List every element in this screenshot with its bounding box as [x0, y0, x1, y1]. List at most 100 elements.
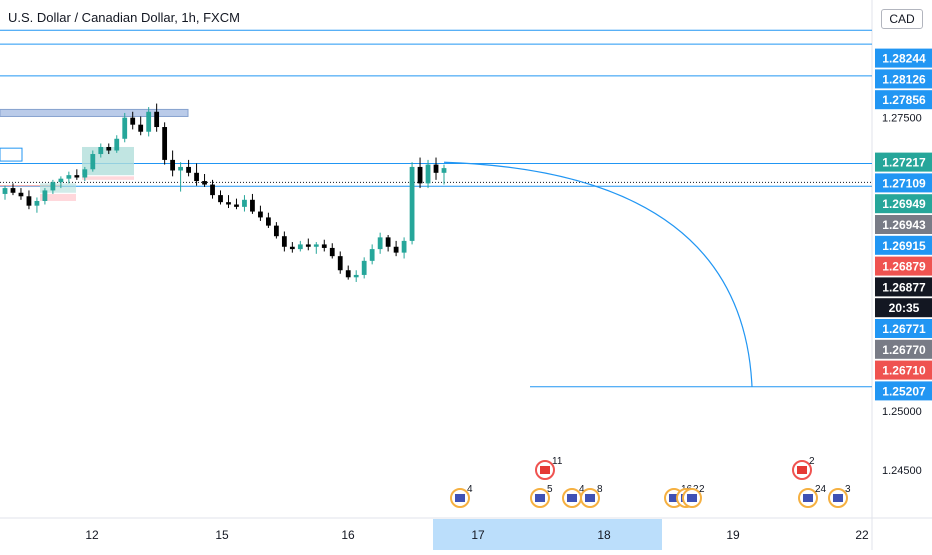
- candle-body[interactable]: [361, 260, 367, 275]
- candle-body[interactable]: [138, 124, 144, 132]
- position-stop-zone[interactable]: [82, 176, 134, 180]
- currency-button[interactable]: CAD: [881, 9, 923, 29]
- price-axis-label[interactable]: [875, 194, 932, 214]
- canada-event-icon[interactable]: 11: [535, 456, 563, 480]
- candle-body[interactable]: [313, 244, 319, 247]
- x-tick-label: 19: [726, 528, 740, 542]
- canada-event-icon[interactable]: 2: [792, 456, 815, 480]
- candle-body[interactable]: [146, 111, 152, 132]
- candle-body[interactable]: [297, 244, 303, 250]
- candle-body[interactable]: [266, 217, 271, 226]
- price-axis-label[interactable]: [875, 173, 932, 193]
- us-event-icon[interactable]: 5: [530, 484, 553, 508]
- candle-body[interactable]: [385, 237, 391, 247]
- position-stop-zone[interactable]: [40, 193, 76, 201]
- zone-box[interactable]: [0, 147, 23, 162]
- candle-body[interactable]: [74, 175, 80, 178]
- candle-body[interactable]: [226, 202, 231, 205]
- candle-body[interactable]: [10, 188, 16, 193]
- candle-body[interactable]: [162, 127, 168, 160]
- candle-body[interactable]: [401, 240, 407, 253]
- candle-body[interactable]: [433, 164, 439, 173]
- candle-body[interactable]: [50, 182, 56, 191]
- zone-box[interactable]: [0, 108, 189, 117]
- candle-body[interactable]: [18, 192, 24, 197]
- projection-curve[interactable]: [443, 161, 753, 387]
- price-axis-label[interactable]: [875, 256, 932, 276]
- event-count-label: 4: [467, 484, 473, 495]
- x-tick-label: 17: [471, 528, 485, 542]
- x-tick-label: 15: [215, 528, 229, 542]
- candle-body[interactable]: [98, 146, 104, 155]
- us-event-icon[interactable]: 24: [798, 484, 827, 508]
- candle-body[interactable]: [42, 190, 48, 201]
- us-event-icon[interactable]: 4: [450, 484, 473, 508]
- candle-body[interactable]: [321, 244, 327, 248]
- x-tick-label: 12: [85, 528, 99, 542]
- candle-body[interactable]: [218, 195, 223, 203]
- candle-body[interactable]: [90, 154, 96, 170]
- price-axis-label[interactable]: [875, 319, 932, 338]
- candle-body[interactable]: [106, 146, 112, 151]
- price-axis-label[interactable]: [875, 152, 932, 172]
- candle-body[interactable]: [34, 200, 40, 206]
- candle-body[interactable]: [258, 211, 263, 218]
- candle-body[interactable]: [425, 164, 431, 184]
- candle-body[interactable]: [130, 117, 136, 125]
- candle-body[interactable]: [114, 138, 120, 151]
- candle-body[interactable]: [441, 168, 447, 173]
- price-axis-label[interactable]: [875, 215, 932, 234]
- us-event-icon[interactable]: 2: [682, 484, 705, 508]
- price-axis-label[interactable]: [875, 69, 932, 89]
- price-axis-label[interactable]: [875, 360, 932, 380]
- candle-body[interactable]: [122, 117, 128, 139]
- us-event-icon[interactable]: 3: [828, 484, 851, 508]
- candle-body[interactable]: [58, 178, 64, 183]
- candle-body[interactable]: [82, 169, 88, 178]
- event-count-label: 24: [815, 484, 827, 495]
- candle-body[interactable]: [250, 199, 255, 212]
- candle-body[interactable]: [273, 225, 279, 237]
- price-axis-label[interactable]: [875, 277, 932, 297]
- candle-body[interactable]: [154, 111, 160, 128]
- candle-body[interactable]: [2, 188, 8, 194]
- candle-body[interactable]: [202, 181, 207, 185]
- candle-body[interactable]: [170, 159, 176, 171]
- candle-body[interactable]: [66, 175, 72, 179]
- candle-body[interactable]: [289, 246, 295, 250]
- us-event-icon[interactable]: 8: [580, 484, 603, 508]
- x-tick-label: 18: [597, 528, 611, 542]
- price-axis-label[interactable]: [875, 48, 932, 68]
- candle-body[interactable]: [337, 256, 343, 271]
- candle-body[interactable]: [417, 166, 423, 184]
- candle-body[interactable]: [377, 237, 383, 250]
- price-axis-label[interactable]: [875, 339, 932, 359]
- candle-body[interactable]: [281, 236, 287, 247]
- candle-body[interactable]: [329, 247, 335, 257]
- candle-body[interactable]: [369, 249, 375, 261]
- event-count-label: 2: [699, 484, 705, 495]
- candle-body[interactable]: [186, 166, 191, 173]
- candle-body[interactable]: [194, 172, 199, 182]
- price-axis-label[interactable]: [875, 90, 932, 110]
- position-target-zone[interactable]: [40, 183, 76, 193]
- candle-body[interactable]: [345, 270, 351, 278]
- candle-body[interactable]: [409, 166, 415, 241]
- candle-body[interactable]: [234, 204, 239, 207]
- candle-body[interactable]: [393, 246, 399, 253]
- us-flag-icon: [687, 494, 697, 502]
- price-axis-label[interactable]: [875, 235, 932, 255]
- candle-body[interactable]: [353, 274, 359, 278]
- position-target-zone[interactable]: [82, 146, 134, 176]
- price-axis-label[interactable]: [875, 381, 932, 401]
- candle-body[interactable]: [210, 184, 215, 196]
- us-event-icon[interactable]: 4: [562, 484, 585, 508]
- candle-body[interactable]: [178, 166, 183, 171]
- x-tick-label: 22: [855, 528, 869, 542]
- candle-body[interactable]: [242, 199, 247, 207]
- candle-body[interactable]: [26, 196, 32, 206]
- event-count-label: 5: [547, 484, 553, 495]
- candle-body[interactable]: [305, 244, 311, 247]
